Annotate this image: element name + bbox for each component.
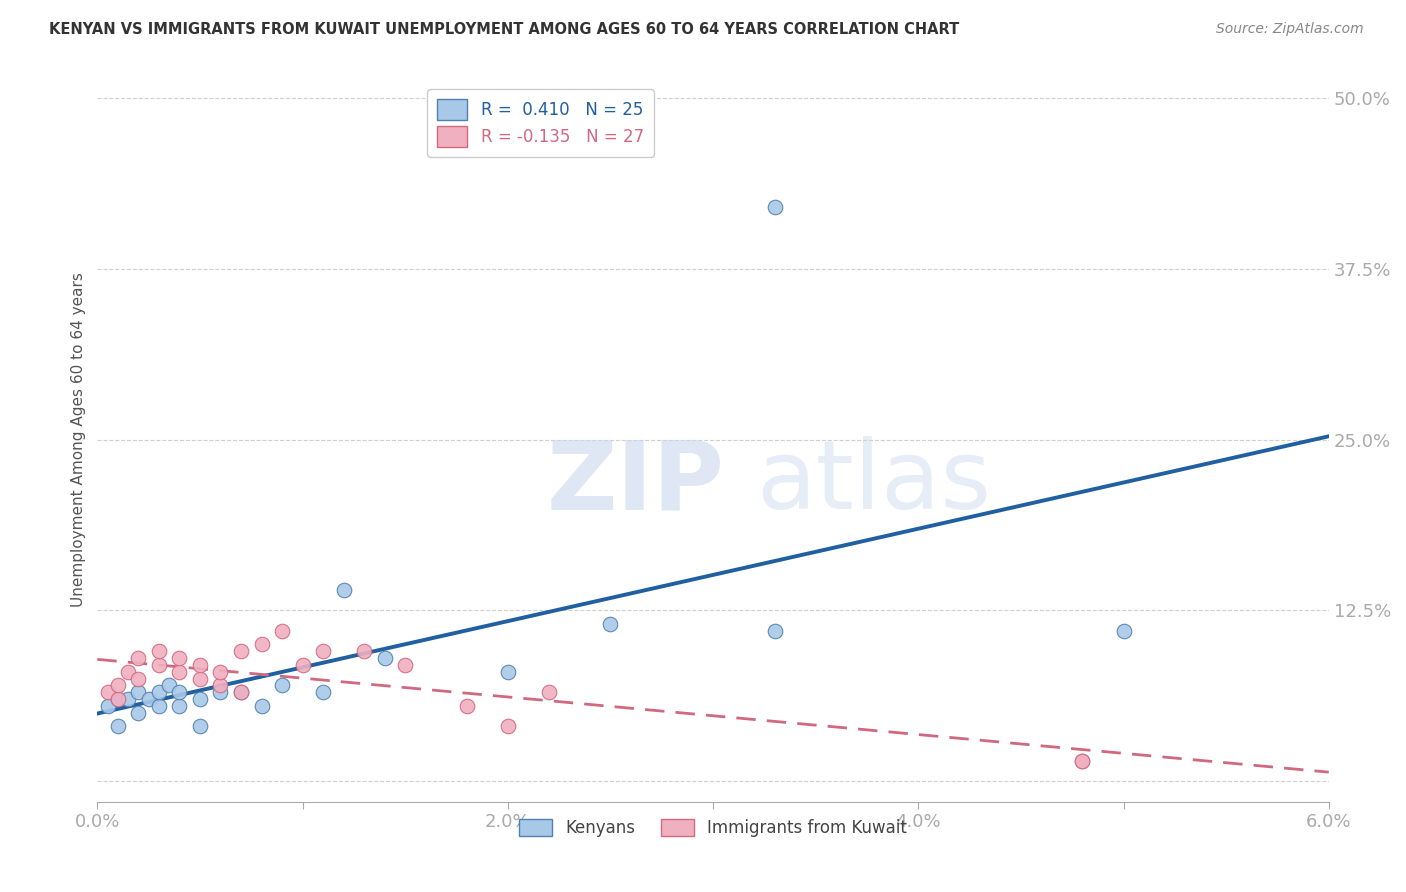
Point	[250, 698, 273, 713]
Point	[394, 657, 416, 672]
Point	[312, 685, 335, 699]
Point	[169, 651, 191, 665]
Point	[496, 719, 519, 733]
Point	[312, 644, 335, 658]
Y-axis label: Unemployment Among Ages 60 to 64 years: Unemployment Among Ages 60 to 64 years	[72, 272, 86, 607]
Point	[138, 692, 160, 706]
Point	[188, 692, 211, 706]
Point	[229, 685, 252, 699]
Point	[97, 685, 120, 699]
Point	[496, 665, 519, 679]
Point	[148, 644, 170, 658]
Point	[169, 685, 191, 699]
Point	[107, 692, 129, 706]
Text: atlas: atlas	[756, 436, 991, 530]
Point	[148, 698, 170, 713]
Legend: Kenyans, Immigrants from Kuwait: Kenyans, Immigrants from Kuwait	[512, 813, 914, 844]
Point	[291, 657, 314, 672]
Point	[1071, 754, 1094, 768]
Point	[107, 719, 129, 733]
Text: KENYAN VS IMMIGRANTS FROM KUWAIT UNEMPLOYMENT AMONG AGES 60 TO 64 YEARS CORRELAT: KENYAN VS IMMIGRANTS FROM KUWAIT UNEMPLO…	[49, 22, 959, 37]
Point	[117, 665, 139, 679]
Point	[599, 617, 621, 632]
Point	[763, 200, 786, 214]
Point	[188, 657, 211, 672]
Point	[148, 657, 170, 672]
Point	[127, 685, 149, 699]
Point	[250, 637, 273, 651]
Point	[332, 582, 354, 597]
Point	[107, 678, 129, 692]
Point	[97, 698, 120, 713]
Point	[209, 678, 232, 692]
Point	[188, 719, 211, 733]
Point	[209, 665, 232, 679]
Point	[229, 644, 252, 658]
Point	[209, 685, 232, 699]
Point	[157, 678, 180, 692]
Point	[148, 685, 170, 699]
Point	[117, 692, 139, 706]
Point	[537, 685, 560, 699]
Point	[107, 692, 129, 706]
Text: Source: ZipAtlas.com: Source: ZipAtlas.com	[1216, 22, 1364, 37]
Point	[456, 698, 478, 713]
Point	[374, 651, 396, 665]
Point	[169, 698, 191, 713]
Point	[127, 706, 149, 720]
Point	[127, 651, 149, 665]
Point	[763, 624, 786, 638]
Point	[271, 624, 294, 638]
Text: ZIP: ZIP	[547, 436, 724, 530]
Point	[127, 672, 149, 686]
Point	[169, 665, 191, 679]
Point	[188, 672, 211, 686]
Point	[1112, 624, 1135, 638]
Point	[353, 644, 375, 658]
Point	[271, 678, 294, 692]
Point	[1071, 754, 1094, 768]
Point	[229, 685, 252, 699]
